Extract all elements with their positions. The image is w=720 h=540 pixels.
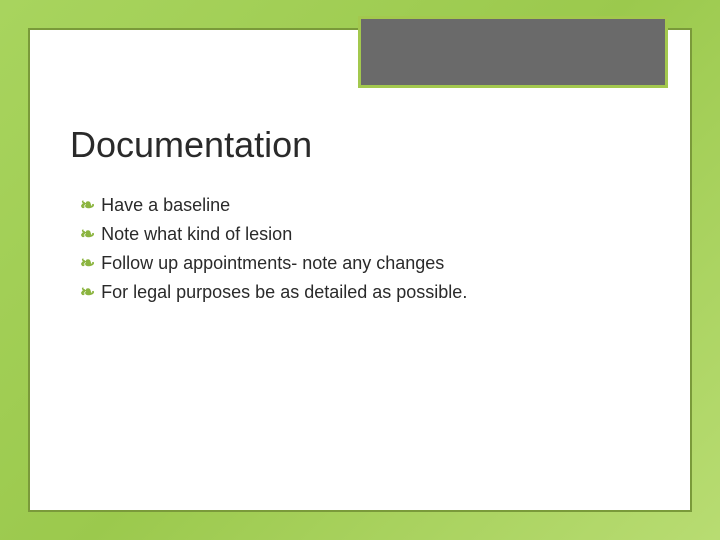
bullet-text: Have a baseline: [101, 192, 230, 219]
bullet-icon: ❧: [80, 279, 95, 306]
slide-frame: Documentation ❧ Have a baseline ❧ Note w…: [28, 28, 692, 512]
bullet-text: Note what kind of lesion: [101, 221, 292, 248]
list-item: ❧ Have a baseline: [80, 192, 650, 219]
bullet-icon: ❧: [80, 192, 95, 219]
bullet-icon: ❧: [80, 250, 95, 277]
list-item: ❧ For legal purposes be as detailed as p…: [80, 279, 650, 306]
bullet-text: For legal purposes be as detailed as pos…: [101, 279, 467, 306]
bullet-icon: ❧: [80, 221, 95, 248]
bullet-text: Follow up appointments- note any changes: [101, 250, 444, 277]
header-accent-box: [358, 16, 668, 88]
slide-title: Documentation: [70, 124, 650, 166]
bullet-list: ❧ Have a baseline ❧ Note what kind of le…: [70, 192, 650, 306]
list-item: ❧ Follow up appointments- note any chang…: [80, 250, 650, 277]
list-item: ❧ Note what kind of lesion: [80, 221, 650, 248]
